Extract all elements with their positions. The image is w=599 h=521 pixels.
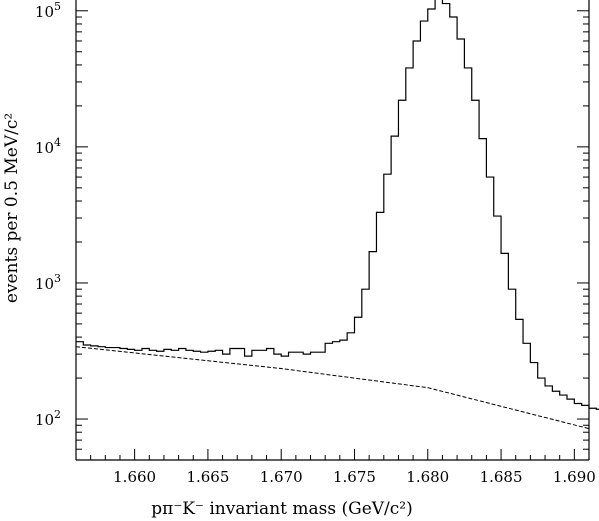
plot-marks <box>75 0 599 430</box>
x-tick-label: 1.690 <box>553 468 596 486</box>
x-tick-label: 1.675 <box>333 468 376 486</box>
x-tick-label: 1.680 <box>406 468 449 486</box>
y-axis-title: events per 0.5 MeV/c² <box>2 113 22 303</box>
y-tick-label: 102 <box>35 408 61 429</box>
histogram-series <box>76 0 599 410</box>
y-tick-label-base: 10 <box>35 411 54 429</box>
y-tick-label-exponent: 3 <box>54 272 61 285</box>
y-tick-label-exponent: 5 <box>54 0 61 13</box>
x-axis-title: pπ⁻K⁻ invariant mass (GeV/c²) <box>151 499 412 519</box>
y-tick-label-base: 10 <box>35 275 54 293</box>
y-tick-label: 105 <box>35 0 61 21</box>
y-tick-label-exponent: 4 <box>54 136 61 149</box>
y-tick-label-base: 10 <box>35 3 54 21</box>
x-axis: 1.660 1.665 1.670 1.675 1.680 1.685 1.690 <box>75 449 596 486</box>
y-tick-label: 103 <box>35 272 61 293</box>
y-tick-label: 104 <box>35 136 61 157</box>
x-tick-label: 1.670 <box>260 468 303 486</box>
y-tick-label-exponent: 2 <box>54 408 61 421</box>
background-fit-line <box>75 346 590 430</box>
y-tick-label-base: 10 <box>35 139 54 157</box>
x-tick-label: 1.685 <box>480 468 523 486</box>
x-tick-label: 1.660 <box>113 468 156 486</box>
x-tick-label: 1.665 <box>186 468 229 486</box>
